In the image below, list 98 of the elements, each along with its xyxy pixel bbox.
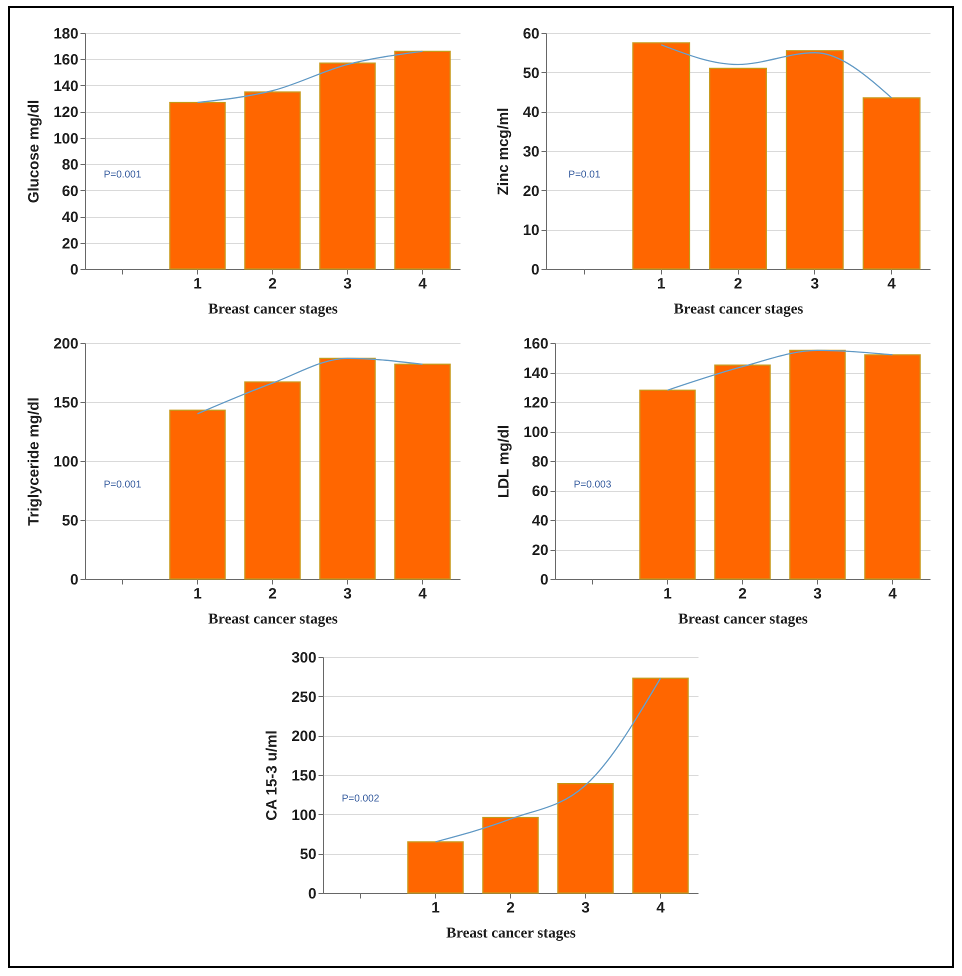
y-axis-title: Zinc mcg/ml — [494, 108, 512, 196]
x-tick-label: 4 — [888, 586, 898, 602]
y-tick-label: 60 — [62, 182, 78, 200]
line-series — [660, 44, 892, 99]
y-tick-label: 300 — [291, 650, 316, 666]
y-tick-label: 200 — [53, 336, 78, 352]
y-tick-label: 150 — [291, 768, 316, 784]
line-series — [196, 50, 424, 104]
x-tick-label: 3 — [581, 900, 590, 916]
bar — [394, 50, 451, 270]
x-tick-label: 4 — [418, 586, 428, 602]
y-tick-label: 0 — [308, 886, 316, 902]
bar — [714, 364, 771, 580]
annotation: P=0.001 — [104, 480, 142, 491]
bar — [557, 783, 614, 894]
x-tick-label: 4 — [656, 900, 666, 916]
y-axis-title: LDL mg/dl — [495, 424, 512, 498]
bar — [394, 364, 451, 580]
bar — [319, 62, 376, 270]
y-tick-label: 0 — [540, 572, 548, 588]
bar — [169, 410, 226, 580]
bar — [244, 381, 301, 580]
x-tick-label: 1 — [193, 276, 202, 292]
x-tick-label: 1 — [657, 276, 666, 292]
annotation: P=0.003 — [574, 480, 612, 491]
y-tick-label: 160 — [523, 336, 548, 352]
x-tick-label: 1 — [193, 586, 202, 602]
y-tick-label: 100 — [53, 130, 78, 148]
y-tick-label: 0 — [70, 262, 78, 278]
x-axis-title: Breast cancer stages — [678, 612, 808, 628]
x-axis-title: Breast cancer stages — [208, 612, 338, 628]
bar — [862, 97, 921, 270]
x-tick-label: 4 — [887, 276, 896, 292]
bar — [789, 350, 846, 580]
y-tick-label: 80 — [532, 454, 548, 470]
annotation: P=0.01 — [568, 170, 601, 181]
y-tick-label: 10 — [522, 222, 540, 240]
y-tick-label: 140 — [523, 365, 548, 382]
bar — [709, 68, 767, 270]
line-series — [666, 350, 894, 391]
annotation: P=0.001 — [104, 170, 142, 181]
x-tick-label: 2 — [734, 276, 742, 292]
x-tick-label: 3 — [813, 586, 822, 602]
x-tick-label: 3 — [343, 586, 352, 602]
bar — [864, 354, 921, 580]
bar — [169, 102, 226, 270]
bar — [407, 841, 464, 894]
bar — [632, 678, 689, 894]
y-tick-label: 140 — [53, 78, 78, 95]
annotation: P=0.002 — [342, 794, 380, 805]
y-tick-label: 20 — [522, 182, 540, 200]
y-tick-label: 60 — [522, 26, 540, 42]
y-tick-label: 180 — [53, 26, 78, 42]
x-tick-label: 1 — [431, 900, 440, 916]
y-tick-label: 80 — [62, 156, 78, 174]
line-series — [196, 358, 424, 414]
bar — [632, 42, 690, 270]
y-tick-label: 200 — [291, 728, 316, 746]
y-tick-label: 150 — [53, 394, 78, 412]
y-tick-label: 100 — [53, 454, 78, 470]
y-tick-label: 20 — [62, 235, 78, 252]
y-tick-label: 60 — [532, 483, 548, 500]
y-tick-label: 120 — [53, 104, 78, 122]
y-tick-label: 100 — [291, 806, 316, 824]
y-tick-label: 120 — [523, 394, 548, 412]
x-axis-title: Breast cancer stages — [674, 302, 804, 318]
x-tick-label: 2 — [268, 586, 277, 602]
bar — [244, 91, 301, 270]
y-tick-label: 30 — [522, 144, 540, 160]
x-tick-label: 2 — [506, 900, 515, 916]
y-tick-label: 40 — [532, 512, 548, 530]
x-tick-label: 3 — [343, 276, 352, 292]
y-tick-label: 100 — [523, 424, 548, 441]
y-tick-label: 40 — [62, 209, 78, 226]
y-tick-label: 20 — [532, 542, 548, 559]
bar — [319, 358, 376, 580]
y-axis-title: Glucose mg/dl — [25, 100, 42, 204]
line-series — [434, 678, 662, 843]
y-tick-label: 160 — [53, 52, 78, 69]
x-tick-label: 4 — [418, 276, 428, 292]
y-tick-label: 50 — [62, 512, 78, 530]
y-axis-title: CA 15-3 u/ml — [263, 730, 280, 821]
x-tick-label: 1 — [663, 586, 672, 602]
bar — [482, 816, 539, 894]
x-axis-title: Breast cancer stages — [208, 302, 338, 318]
bar — [786, 50, 844, 270]
x-axis-title: Breast cancer stages — [446, 926, 576, 942]
x-tick-label: 2 — [268, 276, 277, 292]
y-tick-label: 50 — [300, 846, 316, 864]
x-tick-label: 2 — [738, 586, 747, 602]
y-axis-title: Triglyceride mg/dl — [25, 397, 42, 526]
y-tick-label: 50 — [522, 64, 540, 82]
bar — [639, 390, 696, 580]
y-tick-label: 40 — [522, 104, 540, 122]
x-tick-label: 3 — [810, 276, 819, 292]
y-tick-label: 0 — [70, 572, 78, 588]
y-tick-label: 0 — [531, 262, 540, 278]
y-tick-label: 250 — [291, 688, 316, 706]
